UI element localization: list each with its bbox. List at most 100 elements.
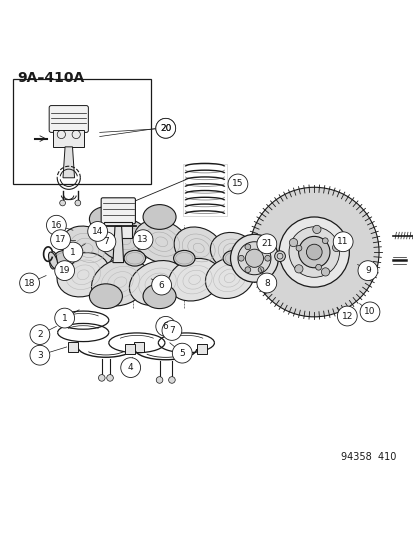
Ellipse shape (249, 253, 263, 264)
Circle shape (55, 308, 74, 328)
Circle shape (155, 118, 175, 138)
Circle shape (107, 375, 113, 381)
Bar (183, 164, 226, 216)
Circle shape (161, 320, 181, 341)
Text: 6: 6 (158, 280, 164, 289)
Circle shape (320, 268, 329, 276)
Ellipse shape (54, 251, 75, 266)
Circle shape (289, 238, 297, 247)
Circle shape (30, 345, 50, 365)
Text: 21: 21 (261, 239, 272, 248)
Text: 15: 15 (232, 180, 243, 189)
Circle shape (244, 267, 250, 272)
FancyBboxPatch shape (49, 106, 88, 132)
Text: 9: 9 (364, 266, 370, 275)
Text: 20: 20 (160, 124, 171, 133)
Circle shape (278, 217, 349, 287)
Circle shape (306, 244, 321, 260)
Circle shape (30, 325, 50, 344)
Ellipse shape (91, 259, 149, 306)
Bar (53, 131, 84, 147)
Text: 19: 19 (59, 266, 70, 275)
Bar (134, 342, 144, 352)
Text: 1: 1 (70, 247, 76, 256)
Ellipse shape (89, 284, 122, 309)
Text: 7: 7 (169, 326, 174, 335)
Circle shape (88, 222, 107, 241)
Circle shape (288, 227, 339, 277)
Bar (68, 342, 78, 352)
Text: 12: 12 (341, 311, 352, 320)
Circle shape (20, 273, 39, 293)
Circle shape (332, 232, 352, 252)
Circle shape (312, 225, 320, 233)
Ellipse shape (96, 217, 152, 262)
Circle shape (133, 230, 152, 249)
Circle shape (50, 230, 70, 249)
Bar (13, 79, 151, 184)
Circle shape (332, 244, 340, 252)
Text: 6: 6 (162, 322, 168, 331)
Circle shape (359, 302, 379, 322)
Circle shape (168, 377, 175, 383)
Circle shape (256, 273, 276, 293)
Circle shape (151, 275, 171, 295)
Circle shape (59, 200, 65, 206)
Ellipse shape (49, 252, 57, 269)
Circle shape (75, 200, 81, 206)
Ellipse shape (143, 205, 176, 229)
Text: 94358  410: 94358 410 (341, 453, 396, 463)
Circle shape (228, 174, 247, 194)
Text: 10: 10 (363, 308, 375, 317)
Text: 13: 13 (137, 235, 148, 244)
Text: 4: 4 (128, 363, 133, 372)
Polygon shape (63, 147, 74, 178)
Text: 11: 11 (337, 237, 348, 246)
Circle shape (295, 245, 301, 251)
Ellipse shape (174, 227, 223, 269)
Circle shape (96, 232, 116, 252)
Circle shape (155, 317, 175, 336)
Ellipse shape (205, 257, 253, 298)
Circle shape (237, 242, 270, 274)
Ellipse shape (247, 251, 268, 266)
Ellipse shape (210, 232, 256, 272)
Circle shape (156, 377, 162, 383)
Text: 16: 16 (50, 221, 62, 230)
FancyBboxPatch shape (101, 198, 135, 224)
Text: 9A–410A: 9A–410A (17, 70, 84, 85)
Circle shape (357, 261, 377, 280)
Text: 17: 17 (55, 235, 66, 244)
Bar (196, 344, 206, 354)
Text: 7: 7 (103, 237, 109, 246)
Ellipse shape (223, 251, 244, 266)
Text: 14: 14 (92, 227, 103, 236)
Circle shape (121, 358, 140, 377)
Text: 20: 20 (160, 124, 171, 133)
Circle shape (98, 375, 105, 381)
Circle shape (155, 118, 175, 138)
Circle shape (298, 236, 329, 268)
Ellipse shape (129, 261, 185, 305)
Text: 2: 2 (37, 330, 43, 339)
Circle shape (256, 234, 276, 254)
Ellipse shape (134, 220, 188, 264)
Ellipse shape (89, 207, 122, 231)
Circle shape (238, 255, 244, 261)
Circle shape (172, 343, 192, 363)
Ellipse shape (124, 251, 145, 266)
Circle shape (322, 238, 328, 244)
Polygon shape (113, 227, 123, 263)
Bar (104, 222, 132, 238)
Circle shape (55, 261, 74, 280)
Ellipse shape (168, 259, 221, 301)
Circle shape (315, 264, 321, 270)
Circle shape (258, 267, 263, 272)
Ellipse shape (143, 284, 176, 309)
Circle shape (46, 215, 66, 235)
Text: 5: 5 (179, 349, 185, 358)
Bar (125, 344, 135, 354)
Circle shape (244, 244, 250, 249)
Circle shape (337, 306, 356, 326)
Circle shape (63, 242, 83, 262)
